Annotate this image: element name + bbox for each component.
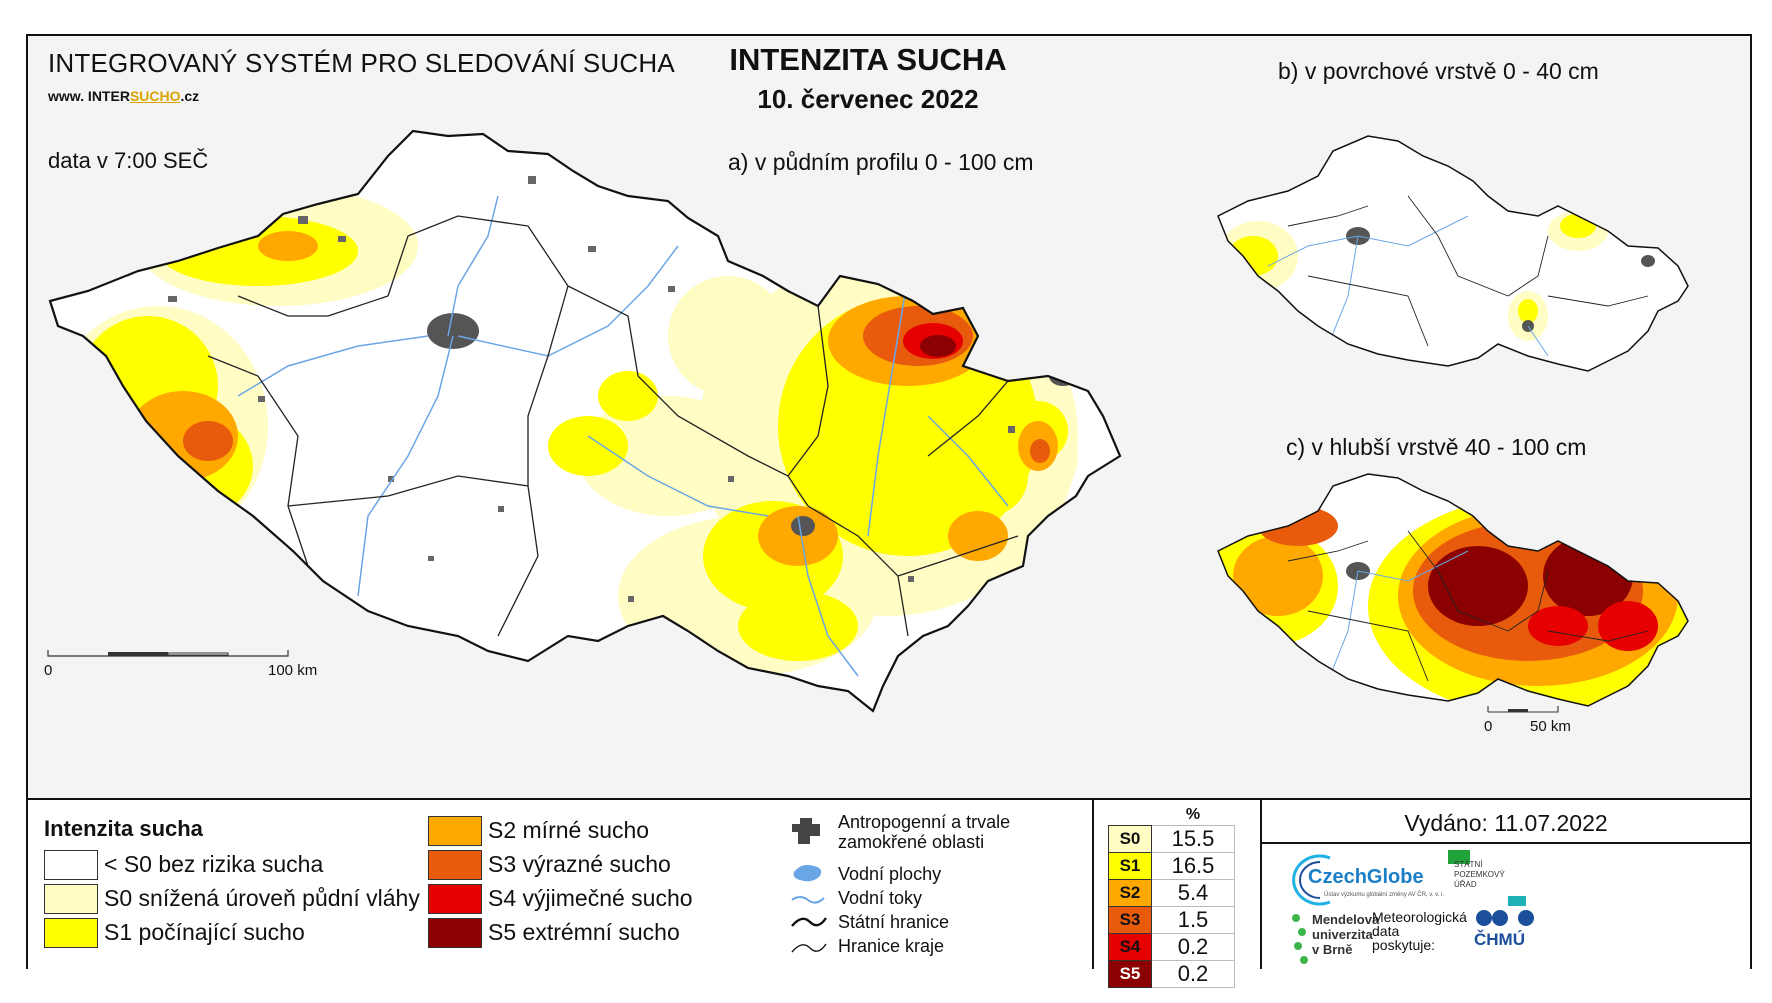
swatch-s0 (44, 884, 98, 914)
map-title: INTENZITA SUCHA (729, 42, 1007, 77)
main-scale-end: 100 km (268, 662, 318, 679)
swatch-s3 (428, 850, 482, 880)
surface-drought-map (1217, 135, 1689, 372)
legend-class-s5: S5 extrémní sucho (428, 918, 748, 952)
percentage-table: % S0 15.5 S1 16.5 S2 5.4 S3 1.5 S4 0.2 S5 0.2 (1108, 805, 1235, 988)
main-map-label: a) v půdním profilu 0 - 100 cm (728, 149, 1034, 175)
legend-class-none: < S0 bez rizika sucha (44, 850, 444, 884)
table-row: S2 5.4 (1108, 879, 1235, 907)
legend-region-border-label: Hranice kraje (838, 936, 945, 956)
state-border-icon (791, 917, 827, 927)
main-scale-bar (47, 650, 289, 657)
map-date: 10. červenec 2022 (757, 84, 979, 114)
deep-scale-end: 50 km (1530, 718, 1571, 735)
legend-anthropogenic-label: Antropogenní a trvale zamokřené oblasti (838, 812, 1011, 852)
surface-map-label: b) v povrchové vrstvě 0 - 40 cm (1278, 58, 1599, 84)
issued-divider (1262, 842, 1750, 844)
region-border-icon (791, 943, 827, 953)
czechglobe-logo: CzechGlobe Ústav výzkumu globální změny … (1290, 852, 1444, 908)
legend-water-body-label: Vodní plochy (838, 864, 942, 884)
deep-scale-bar (1487, 706, 1559, 713)
legend-class-s1: S1 počínající sucho (44, 918, 444, 952)
percentage-header: % (1185, 806, 1201, 823)
legend-class-s3: S3 výrazné sucho (428, 850, 748, 884)
data-time: data v 7:00 SEČ (48, 148, 209, 173)
legend-title: Intenzita sucha (44, 816, 203, 841)
map-sheet: INTEGROVANÝ SYSTÉM PRO SLEDOVÁNÍ SUCHA w… (26, 34, 1752, 988)
legend-class-s4: S4 výjimečné sucho (428, 884, 748, 918)
table-row: S3 1.5 (1108, 906, 1235, 934)
issued-date: Vydáno: 11.07.2022 (1404, 810, 1608, 836)
swatch-s4 (428, 884, 482, 914)
legend-state-border-label: Státní hranice (838, 912, 950, 932)
legend-panel: Intenzita sucha < S0 bez rizika sucha S0… (28, 798, 1750, 988)
mendelu-logo: Mendelova univerzita v Brně (1290, 910, 1380, 966)
deep-scale-start: 0 (1484, 718, 1493, 735)
river-icon (791, 896, 825, 904)
table-row: S0 15.5 (1108, 825, 1235, 853)
chmu-logo: ČHMÚ (1474, 908, 1544, 958)
legend-symbols (791, 818, 827, 953)
water-body-icon (793, 864, 822, 882)
swatch-none (44, 850, 98, 880)
deep-drought-map (1217, 473, 1689, 713)
legend-class-s0: S0 snížená úroveň půdní vláhy (44, 884, 444, 918)
table-row: S4 0.2 (1108, 933, 1235, 961)
anthropogenic-area-icon (792, 818, 820, 844)
main-scale-start: 0 (44, 662, 53, 679)
legend-river-label: Vodní toky (838, 888, 923, 908)
swatch-s2 (428, 816, 482, 846)
main-drought-map (47, 129, 1122, 713)
legend-class-s2: S2 mírné sucho (428, 816, 748, 850)
website-link[interactable]: www. INTERSUCHO.cz (48, 88, 200, 104)
table-row: S1 16.5 (1108, 852, 1235, 880)
swatch-s1 (44, 918, 98, 948)
legend-divider-1 (1092, 800, 1094, 969)
spu-logo: STÁTNÍ POZEMKOVÝ ÚŘAD (1448, 850, 1538, 910)
deep-map-label: c) v hlubší vrstvě 40 - 100 cm (1286, 434, 1587, 460)
meteo-data-label: Meteorologická data poskytuje: (1372, 909, 1467, 953)
legend-divider-2 (1260, 800, 1262, 969)
swatch-s5 (428, 918, 482, 948)
system-title: INTEGROVANÝ SYSTÉM PRO SLEDOVÁNÍ SUCHA (48, 48, 675, 78)
table-row: S5 0.2 (1108, 960, 1235, 988)
